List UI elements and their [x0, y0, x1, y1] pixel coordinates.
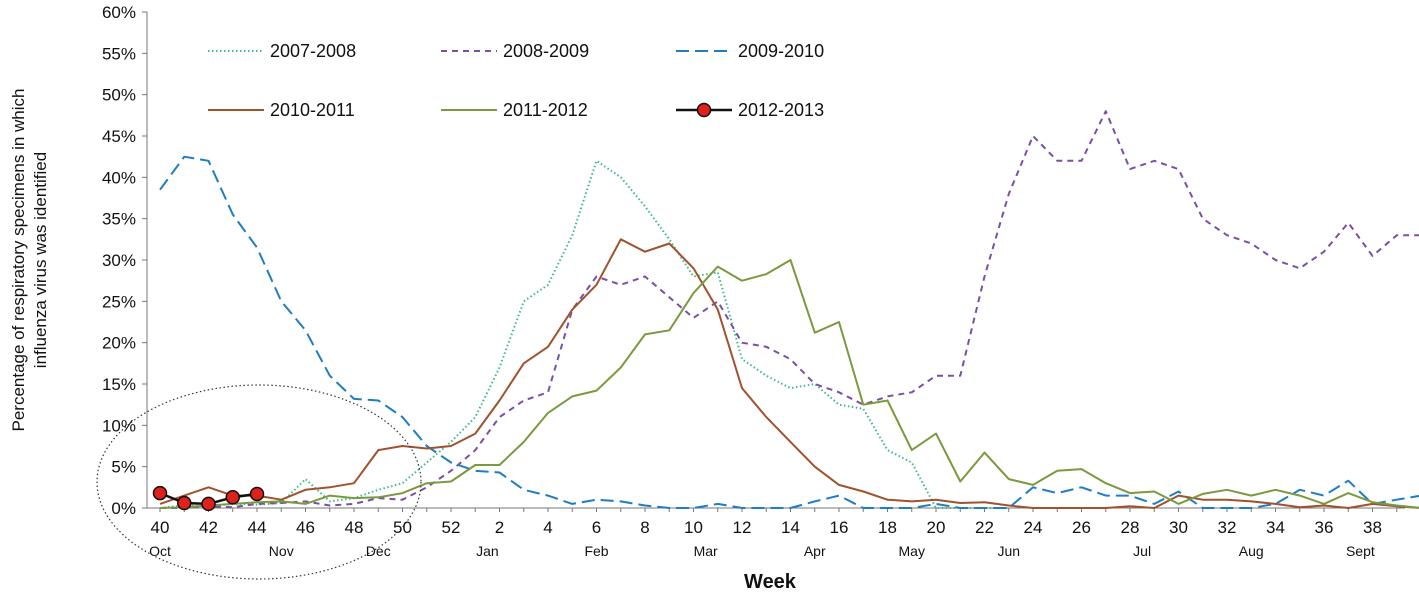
y-tick-label: 45% — [102, 127, 136, 146]
series-line-2009-2010 — [159, 155, 1419, 509]
y-tick-label: 35% — [102, 210, 136, 229]
x-tick-label: 36 — [1315, 518, 1334, 537]
legend-label: 2012-2013 — [738, 100, 824, 120]
y-axis-title-line2: influenza virus was identified — [31, 152, 50, 368]
month-label: Apr — [804, 543, 826, 559]
series-point-2012-2013 — [152, 485, 168, 501]
y-tick-label: 5% — [111, 458, 136, 477]
y-tick-label: 30% — [102, 251, 136, 270]
x-tick-label: 28 — [1121, 518, 1140, 537]
x-tick-label: 8 — [640, 518, 649, 537]
x-tick-label: 14 — [781, 518, 800, 537]
month-label: Mar — [694, 543, 718, 559]
legend-label: 2007-2008 — [270, 41, 356, 61]
x-tick-label: 6 — [592, 518, 601, 537]
y-tick-label: 15% — [102, 375, 136, 394]
month-label: Jul — [1133, 543, 1151, 559]
y-tick-label: 50% — [102, 86, 136, 105]
y-tick-label: 10% — [102, 416, 136, 435]
x-tick-label: 52 — [442, 518, 461, 537]
y-axis-title: Percentage of respiratory specimens in w… — [9, 89, 50, 432]
legend-label: 2008-2009 — [503, 41, 589, 61]
y-axis-title-line1: Percentage of respiratory specimens in w… — [9, 89, 28, 432]
series-line-2007-2008 — [159, 159, 1009, 509]
x-tick-label: 34 — [1266, 518, 1285, 537]
y-tick-label: 40% — [102, 168, 136, 187]
month-label: Jan — [476, 543, 499, 559]
x-tick-label: 12 — [733, 518, 752, 537]
x-tick-label: 46 — [296, 518, 315, 537]
series-lines — [152, 110, 1419, 512]
x-tick-label: 10 — [684, 518, 703, 537]
series-line-2011-2012 — [159, 259, 1419, 509]
month-label: May — [899, 543, 925, 559]
x-tick-label: 40 — [151, 518, 170, 537]
y-ticks: 0% 5% 10% 15% 20% 25% 30% 35% 40% 45% 50% 55% 60% — [102, 3, 147, 518]
legend-label: 2011-2012 — [503, 100, 588, 120]
y-tick-label: 55% — [102, 44, 136, 63]
y-tick-label: 60% — [102, 3, 136, 22]
highlight-ellipse — [96, 384, 422, 580]
legend: 2007-2008 2008-2009 2009-2010 2010-2011 2011… — [208, 41, 824, 120]
legend-marker — [696, 102, 712, 118]
x-tick-label: 4 — [543, 518, 552, 537]
series-line-2010-2011 — [159, 238, 1419, 509]
x-tick-label: 50 — [393, 518, 412, 537]
legend-label: 2010-2011 — [270, 100, 355, 120]
month-label: Dec — [366, 543, 391, 559]
x-tick-label: 44 — [248, 518, 267, 537]
month-label: Nov — [269, 543, 294, 559]
x-tick-label: 30 — [1169, 518, 1188, 537]
y-tick-label: 25% — [102, 292, 136, 311]
x-tick-label: 48 — [345, 518, 364, 537]
x-ticks: 40 42 44 46 48 50 52 2 4 6 8 10 12 14 16 18 20 22 24 26 28 30… — [149, 508, 1398, 559]
legend-label: 2009-2010 — [738, 41, 824, 61]
x-tick-label: 18 — [878, 518, 897, 537]
x-tick-label: 32 — [1218, 518, 1237, 537]
series-point-2012-2013 — [177, 495, 192, 511]
y-tick-label: 20% — [102, 334, 136, 353]
x-tick-label: 22 — [975, 518, 994, 537]
x-tick-label: 38 — [1363, 518, 1382, 537]
month-label: Oct — [149, 543, 171, 559]
month-label: Jun — [997, 543, 1020, 559]
y-tick-label: 0% — [111, 499, 136, 518]
x-tick-label: 26 — [1072, 518, 1091, 537]
series-point-2012-2013 — [201, 496, 216, 512]
x-tick-label: 20 — [927, 518, 946, 537]
series-point-2012-2013 — [249, 486, 265, 502]
x-tick-label: 24 — [1024, 518, 1043, 537]
x-axis-title: Week — [744, 571, 797, 593]
x-tick-label: 2 — [495, 518, 504, 537]
x-tick-label: 42 — [199, 518, 218, 537]
month-label: Sept — [1346, 543, 1375, 559]
x-tick-label: 16 — [830, 518, 849, 537]
month-label: Feb — [584, 543, 608, 559]
series-line-2008-2009 — [160, 110, 1419, 509]
month-label: Aug — [1239, 543, 1264, 559]
series-point-2012-2013 — [225, 490, 240, 505]
